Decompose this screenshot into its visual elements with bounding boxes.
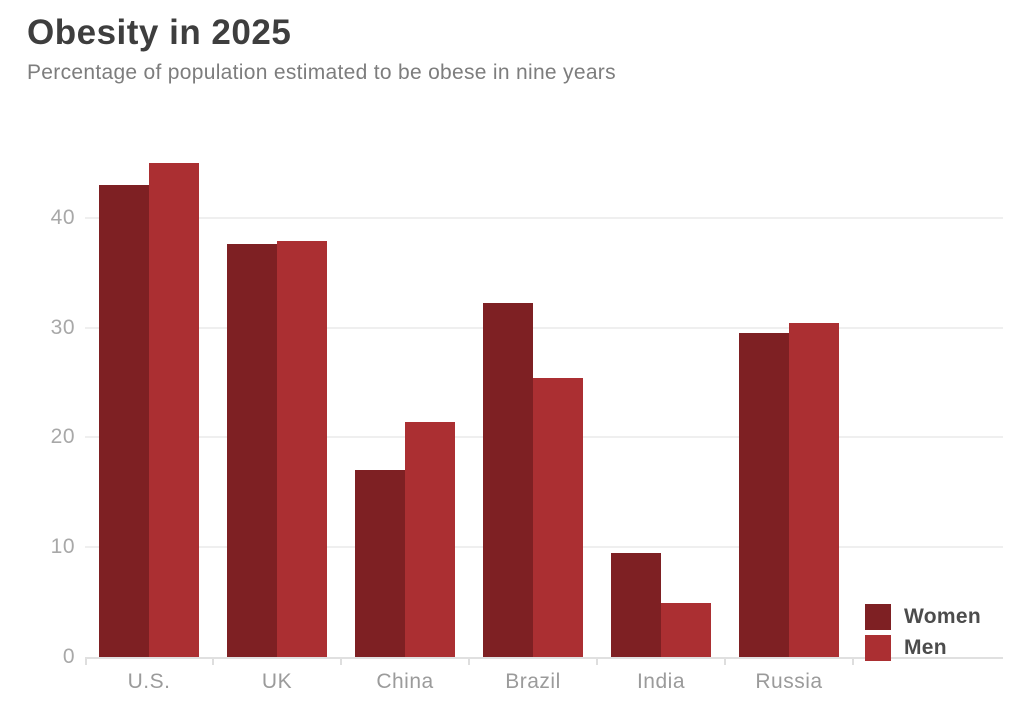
plot-area: [85, 130, 1003, 665]
bar-women-us[interactable]: [99, 184, 149, 657]
category-group-russia: [725, 130, 853, 657]
category-group-india: [597, 130, 725, 657]
category-group-uk: [213, 130, 341, 657]
bar-women-russia[interactable]: [739, 333, 789, 657]
bar-women-china[interactable]: [355, 470, 405, 657]
category-group-china: [341, 130, 469, 657]
legend-label-men: Men: [904, 635, 947, 659]
x-axis-tick: [724, 659, 726, 665]
bar-women-brazil[interactable]: [483, 303, 533, 657]
bar-men-india[interactable]: [661, 603, 711, 657]
x-axis-tick: [340, 659, 342, 665]
x-tick-label-russia: Russia: [755, 670, 823, 693]
category-group-us: [85, 130, 213, 657]
y-axis: 0 10 20 30 40: [20, 130, 75, 668]
bar-men-uk[interactable]: [277, 240, 327, 657]
category-group-brazil: [469, 130, 597, 657]
x-tick-label-uk: UK: [261, 670, 293, 693]
x-tick-label-us: U.S.: [127, 670, 171, 693]
x-axis-tick: [85, 659, 87, 665]
bar-men-russia[interactable]: [789, 323, 839, 657]
bar-women-uk[interactable]: [227, 244, 277, 657]
x-axis-tick: [596, 659, 598, 665]
x-axis-tick: [468, 659, 470, 665]
legend-item-women[interactable]: Women: [865, 603, 981, 630]
y-tick-label-30: 30: [50, 315, 75, 339]
y-tick-label-10: 10: [50, 535, 75, 559]
x-tick-label-brazil: Brazil: [505, 670, 561, 693]
y-tick-label-40: 40: [50, 205, 75, 229]
legend-label-women: Women: [904, 604, 981, 628]
plot-bands: [85, 130, 853, 657]
x-tick-label-china: China: [376, 670, 434, 693]
y-tick-label-20: 20: [50, 425, 75, 449]
y-tick-label-0: 0: [62, 645, 75, 668]
chart-title: Obesity in 2025: [27, 13, 292, 52]
bar-men-us[interactable]: [149, 162, 199, 657]
bar-men-china[interactable]: [405, 422, 455, 657]
legend-swatch-men: [865, 634, 891, 661]
bar-women-india[interactable]: [611, 552, 661, 657]
bar-men-brazil[interactable]: [533, 378, 583, 657]
x-axis-tick: [212, 659, 214, 665]
legend-swatch-women: [865, 603, 891, 630]
gridline-30: [85, 326, 1003, 329]
legend-item-men[interactable]: Men: [865, 634, 981, 661]
gridline-40: [85, 216, 1003, 219]
legend: Women Men: [865, 603, 981, 665]
x-axis: U.S. UK China Brazil India Russia: [85, 670, 853, 700]
x-axis-tick: [852, 659, 854, 665]
chart-subtitle: Percentage of population estimated to be…: [27, 61, 616, 84]
x-tick-label-india: India: [636, 670, 686, 693]
